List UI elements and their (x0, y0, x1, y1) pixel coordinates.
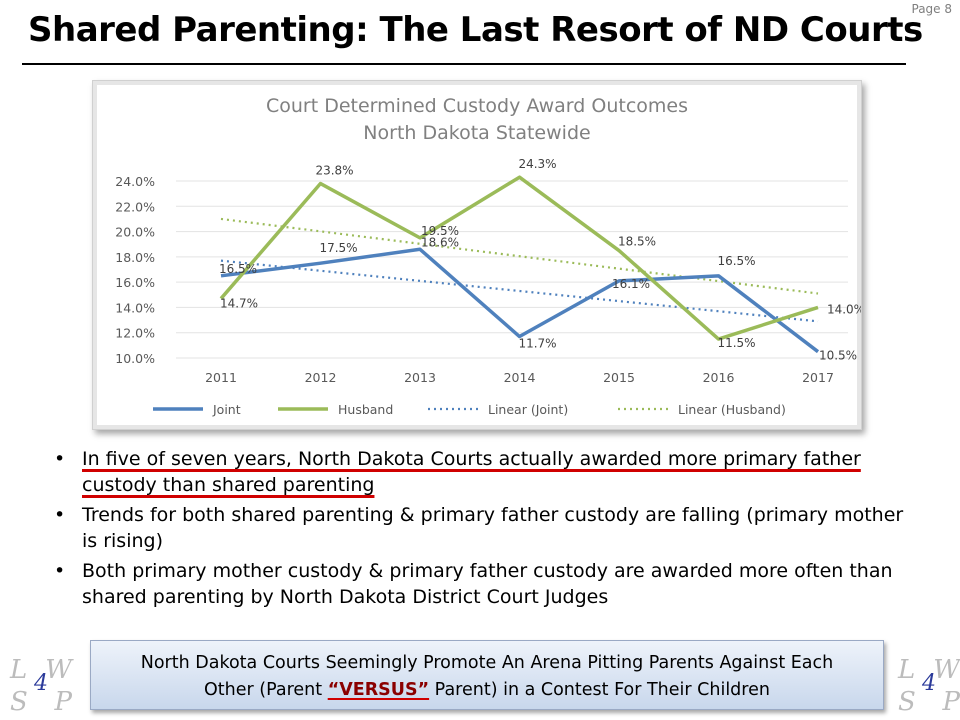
data-label: 14.7% (220, 297, 258, 311)
bullet-dot: • (54, 560, 66, 582)
banner-post: Parent) in a Contest For Their Children (429, 680, 770, 700)
chart-subtitle: North Dakota Statewide (363, 122, 590, 144)
x-tick-label: 2014 (504, 370, 536, 385)
series-line-joint (220, 247, 820, 354)
data-label: 14.0% (827, 302, 861, 316)
bullet-item: • Both primary mother custody & primary … (52, 558, 912, 610)
legend-label: Joint (212, 402, 241, 417)
data-label: 16.5% (219, 262, 257, 276)
y-tick-label: 18.0% (115, 250, 155, 265)
bullet-dot: • (54, 448, 66, 470)
lwsp-logo-right: L W S P 4 (898, 655, 960, 717)
bullet-list: • In five of seven years, North Dakota C… (52, 446, 912, 614)
data-label: 24.3% (518, 157, 556, 171)
chart-frame: Court Determined Custody Award Outcomes N… (92, 80, 862, 430)
y-tick-label: 10.0% (115, 351, 155, 366)
legend-label: Linear (Joint) (488, 402, 568, 417)
chart-title: Court Determined Custody Award Outcomes (266, 95, 688, 117)
data-label: 16.1% (612, 277, 650, 291)
banner-line-2: Other (Parent “VERSUS” Parent) in a Cont… (91, 677, 883, 704)
y-tick-label: 22.0% (115, 199, 155, 214)
banner-pre: Other (Parent (204, 680, 328, 700)
slide-title: Shared Parenting: The Last Resort of ND … (28, 10, 923, 50)
bullet-item: • Trends for both shared parenting & pri… (52, 502, 912, 554)
data-label: 10.5% (819, 349, 857, 363)
y-tick-label: 16.0% (115, 275, 155, 290)
banner-versus: “VERSUS” (327, 680, 430, 700)
x-tick-label: 2012 (305, 370, 337, 385)
title-underline (22, 63, 906, 65)
data-label: 23.8% (315, 164, 353, 178)
series-line-husband (219, 175, 819, 341)
y-tick-label: 14.0% (115, 300, 155, 315)
trendline-linear-joint- (220, 259, 819, 323)
data-label: 11.5% (717, 336, 755, 350)
data-label: 11.7% (518, 337, 556, 351)
data-label: 16.5% (717, 254, 755, 268)
lwsp-logo-left: L W S P 4 (10, 655, 72, 717)
data-label: 19.5% (421, 224, 459, 238)
x-tick-label: 2017 (802, 370, 834, 385)
custody-line-chart: Court Determined Custody Award Outcomes N… (115, 95, 861, 417)
data-label: 18.5% (618, 235, 656, 249)
bullet-item: • In five of seven years, North Dakota C… (52, 446, 912, 498)
x-tick-label: 2015 (603, 370, 635, 385)
bullet-text: In five of seven years, North Dakota Cou… (82, 448, 861, 496)
legend-label: Linear (Husband) (678, 402, 786, 417)
y-tick-label: 12.0% (115, 326, 155, 341)
banner-line-1: North Dakota Courts Seemingly Promote An… (140, 653, 834, 673)
y-tick-label: 20.0% (115, 225, 155, 240)
page-number: Page 8 (911, 2, 953, 16)
callout-banner: North Dakota Courts Seemingly Promote An… (90, 640, 884, 710)
x-tick-label: 2016 (703, 370, 735, 385)
bullet-dot: • (54, 504, 66, 526)
data-label: 17.5% (319, 241, 357, 255)
data-label: 18.6% (421, 235, 459, 249)
x-tick-label: 2011 (205, 370, 237, 385)
bullet-text: Both primary mother custody & primary fa… (82, 560, 893, 608)
x-tick-label: 2013 (404, 370, 436, 385)
bullet-text: Trends for both shared parenting & prima… (82, 504, 904, 552)
trendline-linear-husband- (220, 217, 819, 295)
y-tick-label: 24.0% (115, 174, 155, 189)
legend-label: Husband (338, 402, 393, 417)
